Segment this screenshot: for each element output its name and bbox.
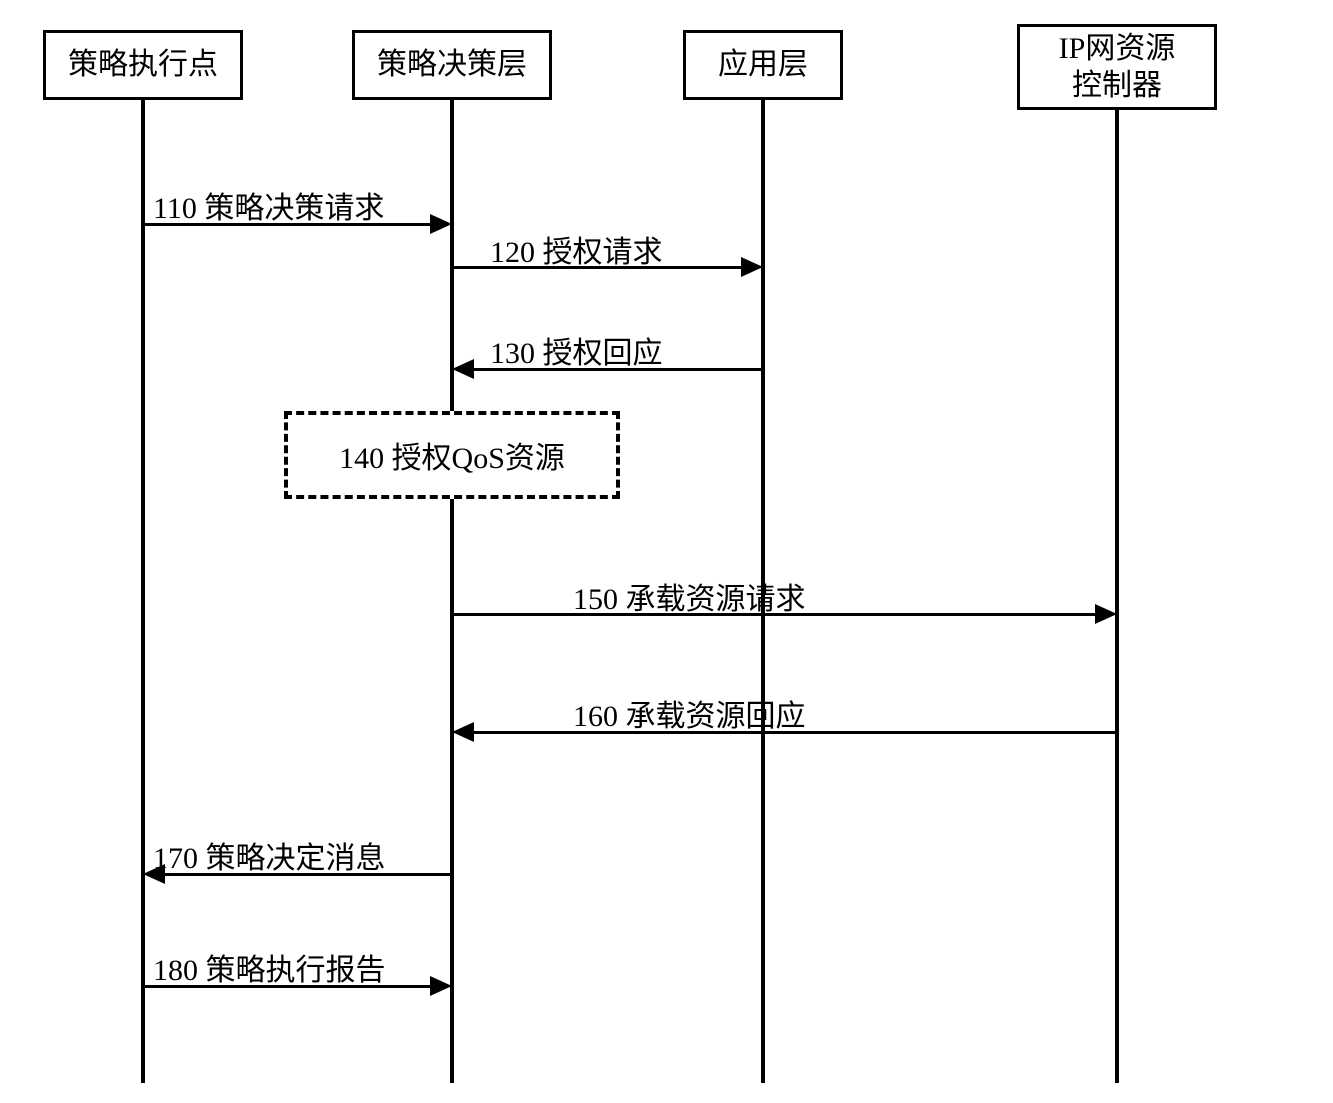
participant-p1: 策略执行点 [43, 30, 243, 100]
msg-arrowhead-m130 [452, 359, 474, 379]
msg-label-m170: 170 策略决定消息 [153, 833, 386, 877]
participant-p2: 策略决策层 [352, 30, 552, 100]
self-action-label: 140 授权QoS资源 [339, 433, 565, 477]
msg-arrowhead-m150 [1095, 604, 1117, 624]
sequence-diagram: 策略执行点 策略决策层 应用层 IP网资源 控制器 110 策略决策请求 120 授权请求… [20, 20, 1333, 1083]
msg-label-m130: 130 授权回应 [490, 328, 663, 372]
msg-label-m180: 180 策略执行报告 [153, 945, 386, 989]
lifeline-p2 [450, 100, 454, 1083]
msg-arrowhead-m180 [430, 976, 452, 996]
msg-label-m110: 110 策略决策请求 [153, 183, 384, 227]
participant-p4: IP网资源 控制器 [1017, 24, 1217, 110]
msg-arrowhead-m160 [452, 722, 474, 742]
msg-arrowhead-m110 [430, 214, 452, 234]
participant-p3: 应用层 [683, 30, 843, 100]
msg-label-m150: 150 承载资源请求 [573, 574, 806, 618]
msg-label-m160: 160 承载资源回应 [573, 691, 806, 735]
lifeline-p4 [1115, 110, 1119, 1083]
self-action-m140: 140 授权QoS资源 [284, 411, 620, 499]
msg-label-m120: 120 授权请求 [490, 227, 663, 271]
msg-arrowhead-m120 [741, 257, 763, 277]
lifeline-p1 [141, 100, 145, 1083]
